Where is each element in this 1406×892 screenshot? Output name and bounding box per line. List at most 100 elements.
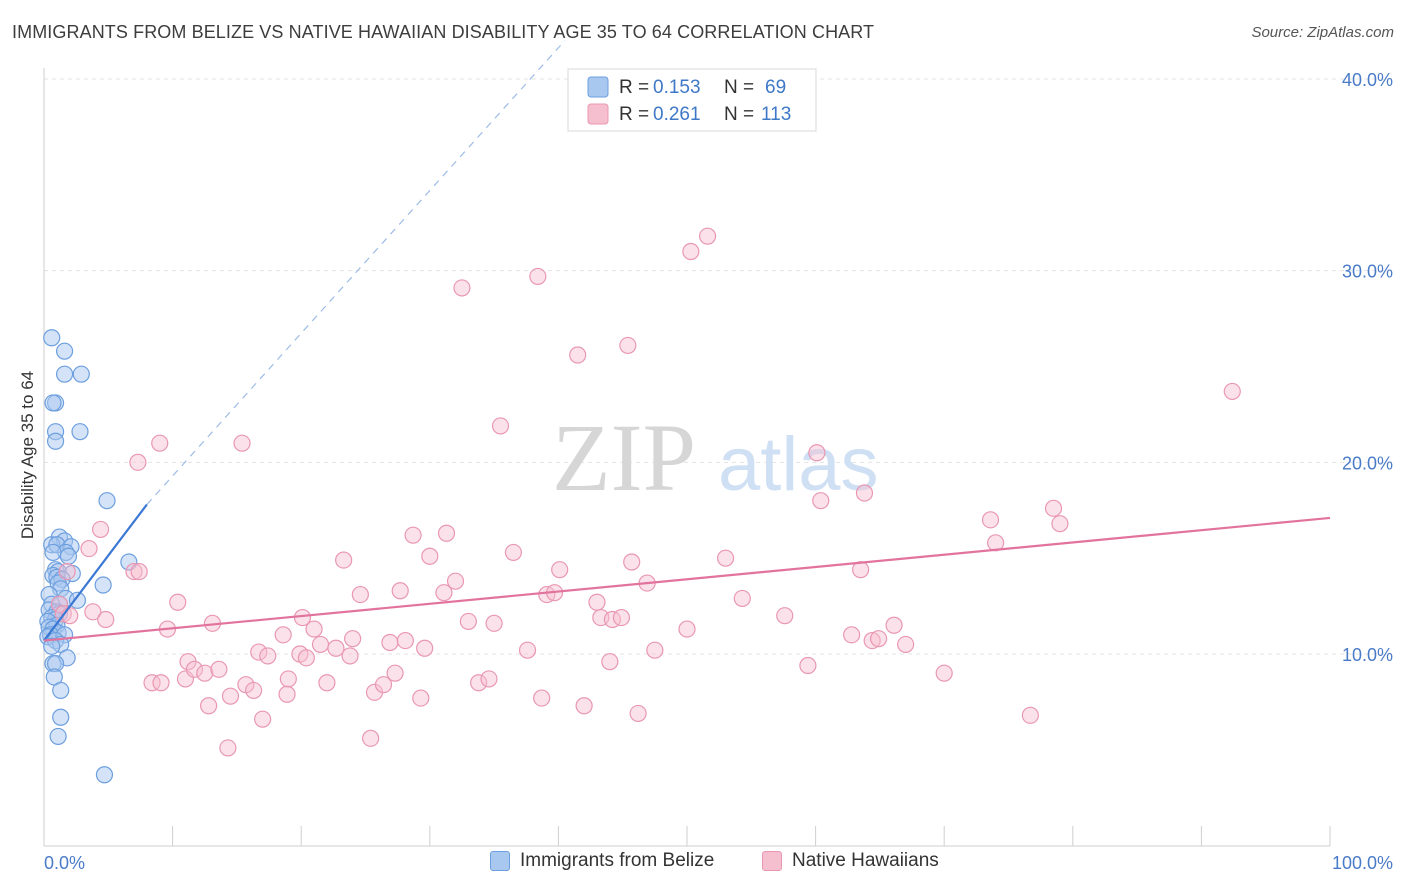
axes bbox=[43, 68, 1331, 847]
data-point-native-hawaiians bbox=[897, 635, 915, 654]
data-point-native-hawaiians bbox=[245, 681, 263, 700]
data-point-native-hawaiians bbox=[351, 585, 369, 604]
data-point-native-hawaiians bbox=[935, 664, 953, 682]
data-point-native-hawaiians bbox=[623, 553, 641, 571]
data-point-native-hawaiians bbox=[91, 520, 110, 539]
legend-item-hawaiians: Native Hawaiians bbox=[762, 850, 939, 872]
chart-title: IMMIGRANTS FROM BELIZE VS NATIVE HAWAIIA… bbox=[12, 22, 875, 42]
data-point-native-hawaiians bbox=[678, 620, 696, 638]
legend-label-hawaiians: Native Hawaiians bbox=[792, 850, 939, 871]
data-point-native-hawaiians bbox=[200, 697, 218, 715]
watermark-atlas: atlas bbox=[718, 422, 879, 507]
data-point-belize bbox=[44, 394, 62, 412]
data-point-native-hawaiians bbox=[1051, 515, 1069, 533]
data-point-belize bbox=[94, 576, 112, 594]
data-point-native-hawaiians bbox=[863, 631, 881, 650]
data-point-native-hawaiians bbox=[504, 543, 522, 562]
data-point-native-hawaiians bbox=[58, 562, 76, 581]
legend-n-label: N = bbox=[724, 104, 754, 125]
data-point-native-hawaiians bbox=[1021, 706, 1039, 724]
data-point-native-hawaiians bbox=[318, 674, 336, 692]
legend-box: R = 0.153 N = 69 R = 0.261 N = 113 bbox=[567, 68, 817, 132]
legend-n-value: 69 bbox=[765, 77, 786, 98]
data-point-belize bbox=[52, 708, 70, 726]
data-point-native-hawaiians bbox=[435, 584, 453, 602]
data-point-native-hawaiians bbox=[151, 434, 169, 452]
data-point-native-hawaiians bbox=[612, 608, 631, 627]
legend-swatch-pink bbox=[587, 103, 609, 125]
data-point-native-hawaiians bbox=[84, 603, 102, 621]
legend-r-value: 0.153 bbox=[653, 77, 701, 98]
data-point-native-hawaiians bbox=[885, 616, 903, 634]
data-point-native-hawaiians bbox=[1223, 382, 1241, 401]
data-point-belize bbox=[72, 365, 90, 383]
data-point-native-hawaiians bbox=[459, 612, 477, 631]
y-tick-label: 20.0% bbox=[1342, 453, 1393, 473]
data-point-belize bbox=[44, 543, 62, 562]
data-point-native-hawaiians bbox=[518, 641, 537, 659]
tick-labels: 10.0% 20.0% 30.0% 40.0% 0.0% 100.0% bbox=[44, 70, 1393, 873]
data-point-native-hawaiians bbox=[619, 336, 637, 355]
data-point-native-hawaiians bbox=[808, 444, 826, 462]
data-point-native-hawaiians bbox=[386, 664, 404, 682]
data-point-native-hawaiians bbox=[812, 492, 830, 510]
data-point-belize bbox=[46, 432, 65, 450]
legend-swatch-belize bbox=[490, 851, 510, 871]
data-point-native-hawaiians bbox=[396, 631, 414, 650]
trend-line-belize-extension bbox=[146, 40, 566, 505]
data-point-native-hawaiians bbox=[129, 453, 147, 471]
data-point-native-hawaiians bbox=[799, 656, 817, 675]
data-point-belize bbox=[95, 766, 114, 784]
watermark-zip: ZIP bbox=[552, 404, 696, 511]
data-point-native-hawaiians bbox=[629, 704, 647, 723]
data-point-native-hawaiians bbox=[404, 526, 422, 544]
data-point-belize bbox=[43, 637, 61, 655]
bottom-legend: Immigrants from Belize Native Hawaiians bbox=[0, 850, 1406, 880]
data-point-native-hawaiians bbox=[80, 539, 98, 558]
legend-n-value: 113 bbox=[761, 104, 791, 125]
data-point-native-hawaiians bbox=[259, 647, 277, 665]
data-point-native-hawaiians bbox=[416, 639, 434, 657]
data-point-belize bbox=[98, 492, 116, 510]
data-point-native-hawaiians bbox=[698, 227, 717, 245]
legend-label-belize: Immigrants from Belize bbox=[520, 850, 715, 871]
data-point-native-hawaiians bbox=[130, 562, 148, 581]
data-point-native-hawaiians bbox=[716, 549, 735, 567]
data-point-native-hawaiians bbox=[437, 524, 456, 542]
data-point-native-hawaiians bbox=[601, 653, 619, 671]
chart-source: Source: ZipAtlas.com bbox=[1251, 24, 1394, 41]
grid bbox=[44, 78, 1392, 655]
y-tick-label: 10.0% bbox=[1342, 645, 1393, 665]
data-point-native-hawaiians bbox=[344, 630, 362, 648]
legend-r-label: R = bbox=[619, 104, 649, 125]
data-point-belize bbox=[68, 591, 87, 609]
series-immigrants-from-belize bbox=[39, 329, 138, 784]
data-point-native-hawaiians bbox=[305, 620, 323, 638]
data-point-native-hawaiians bbox=[855, 484, 874, 502]
series-native-hawaiians bbox=[50, 227, 1241, 757]
data-point-native-hawaiians bbox=[733, 589, 751, 608]
data-point-native-hawaiians bbox=[311, 635, 330, 654]
data-point-native-hawaiians bbox=[870, 630, 888, 648]
data-point-native-hawaiians bbox=[391, 582, 409, 600]
data-point-native-hawaiians bbox=[185, 660, 204, 678]
data-point-belize bbox=[55, 365, 74, 383]
data-point-native-hawaiians bbox=[97, 610, 115, 629]
data-point-belize bbox=[49, 727, 67, 746]
data-point-native-hawaiians bbox=[274, 626, 292, 644]
data-point-native-hawaiians bbox=[551, 561, 569, 579]
data-point-native-hawaiians bbox=[646, 641, 664, 659]
data-point-native-hawaiians bbox=[335, 551, 353, 569]
data-point-native-hawaiians bbox=[219, 739, 237, 757]
trend-line-belize bbox=[43, 503, 148, 642]
data-point-native-hawaiians bbox=[682, 242, 700, 261]
legend-item-belize: Immigrants from Belize bbox=[490, 850, 714, 872]
data-point-native-hawaiians bbox=[233, 434, 251, 452]
data-point-native-hawaiians bbox=[143, 674, 161, 692]
data-point-native-hawaiians bbox=[412, 689, 430, 707]
data-point-native-hawaiians bbox=[381, 633, 399, 652]
data-point-native-hawaiians bbox=[453, 279, 471, 297]
data-point-native-hawaiians bbox=[297, 649, 315, 667]
legend-swatch-blue bbox=[587, 76, 609, 98]
data-point-native-hawaiians bbox=[533, 689, 551, 707]
